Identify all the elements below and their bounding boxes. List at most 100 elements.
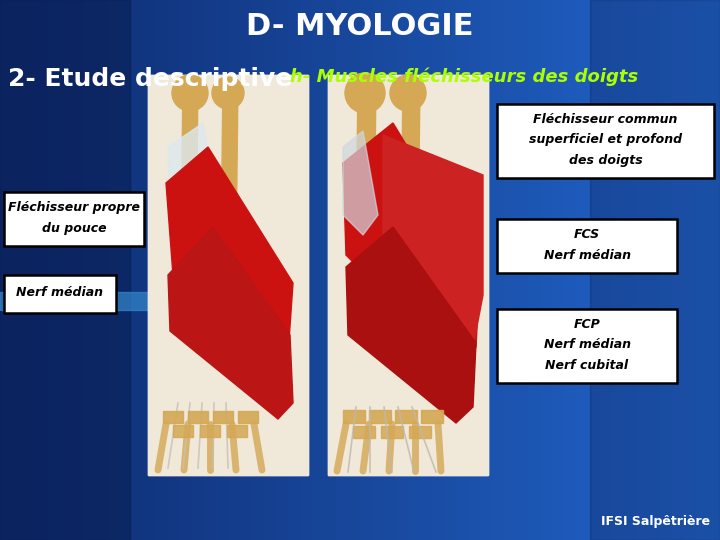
Bar [36,0,48,540]
Bar [353,426,375,438]
Bar [216,0,228,540]
Bar [108,0,120,540]
Polygon shape [346,227,476,423]
Bar [144,0,156,540]
Bar [612,0,624,540]
Bar [204,0,216,540]
Bar [348,0,360,540]
Bar [96,0,108,540]
Bar [528,0,540,540]
Polygon shape [343,123,480,367]
Bar [238,411,258,423]
Bar [696,0,708,540]
Bar [120,0,132,540]
Text: superficiel et profond: superficiel et profond [529,133,682,146]
Bar [148,75,308,475]
Text: 2- Etude descriptive: 2- Etude descriptive [8,67,292,91]
Bar [213,411,233,423]
Bar [288,0,300,540]
Polygon shape [343,131,378,235]
Bar [324,0,336,540]
Bar [588,0,600,540]
Bar [200,425,220,437]
FancyBboxPatch shape [4,192,144,246]
Text: IFSI Salpêtrière: IFSI Salpêtrière [601,515,710,528]
Bar [444,0,456,540]
Bar [432,0,444,540]
Bar [336,0,348,540]
Bar [60,0,72,540]
Bar [312,0,324,540]
Bar [396,0,408,540]
Bar [684,0,696,540]
Bar [252,0,264,540]
Text: des doigts: des doigts [569,154,642,167]
FancyBboxPatch shape [4,275,116,313]
Bar [660,0,672,540]
Text: h- Muscles fléchisseurs des doigts: h- Muscles fléchisseurs des doigts [290,67,638,85]
Bar [369,410,391,423]
Bar [148,75,308,475]
Bar [0,0,130,540]
Bar [600,0,612,540]
Bar [624,0,636,540]
Bar [343,410,365,423]
Bar [381,426,403,438]
Bar [100,0,620,30]
Text: D- MYOLOGIE: D- MYOLOGIE [246,12,474,41]
Polygon shape [401,80,420,255]
Bar [504,0,516,540]
FancyBboxPatch shape [497,219,677,273]
Bar [192,0,204,540]
Bar [72,0,84,540]
Bar [264,0,276,540]
Bar [132,0,144,540]
Bar [395,410,417,423]
Bar [492,0,504,540]
Bar [576,0,588,540]
Bar [408,0,420,540]
Polygon shape [166,147,293,375]
Bar [372,0,384,540]
Polygon shape [221,80,238,255]
Text: Nerf médian: Nerf médian [544,339,631,352]
Text: Fléchisseur commun: Fléchisseur commun [534,113,678,126]
Bar [648,0,660,540]
Bar [480,0,492,540]
FancyBboxPatch shape [497,309,677,383]
Bar [672,0,684,540]
Bar [0,0,12,540]
Bar [276,0,288,540]
Circle shape [345,73,385,113]
Bar [48,0,60,540]
Bar [228,0,240,540]
Bar [540,0,552,540]
Bar [227,425,247,437]
Text: Nerf médian: Nerf médian [17,286,104,299]
Bar [552,0,564,540]
Bar [328,75,488,475]
Bar [384,0,396,540]
Bar [240,0,252,540]
Bar [300,0,312,540]
Polygon shape [181,80,198,255]
Text: du pouce: du pouce [42,222,107,235]
Text: Nerf cubital: Nerf cubital [546,359,629,372]
Bar [0,292,160,310]
Bar [708,0,720,540]
Bar [12,0,24,540]
Bar [180,0,192,540]
Text: FCS: FCS [574,228,600,241]
Polygon shape [168,227,293,419]
Circle shape [172,75,208,111]
Bar [156,0,168,540]
Polygon shape [383,135,483,363]
Bar [564,0,576,540]
FancyBboxPatch shape [497,104,714,178]
Bar [328,75,488,475]
Polygon shape [168,123,223,255]
Text: FCP: FCP [574,318,600,331]
Bar [468,0,480,540]
Bar [173,425,193,437]
Bar [421,410,443,423]
